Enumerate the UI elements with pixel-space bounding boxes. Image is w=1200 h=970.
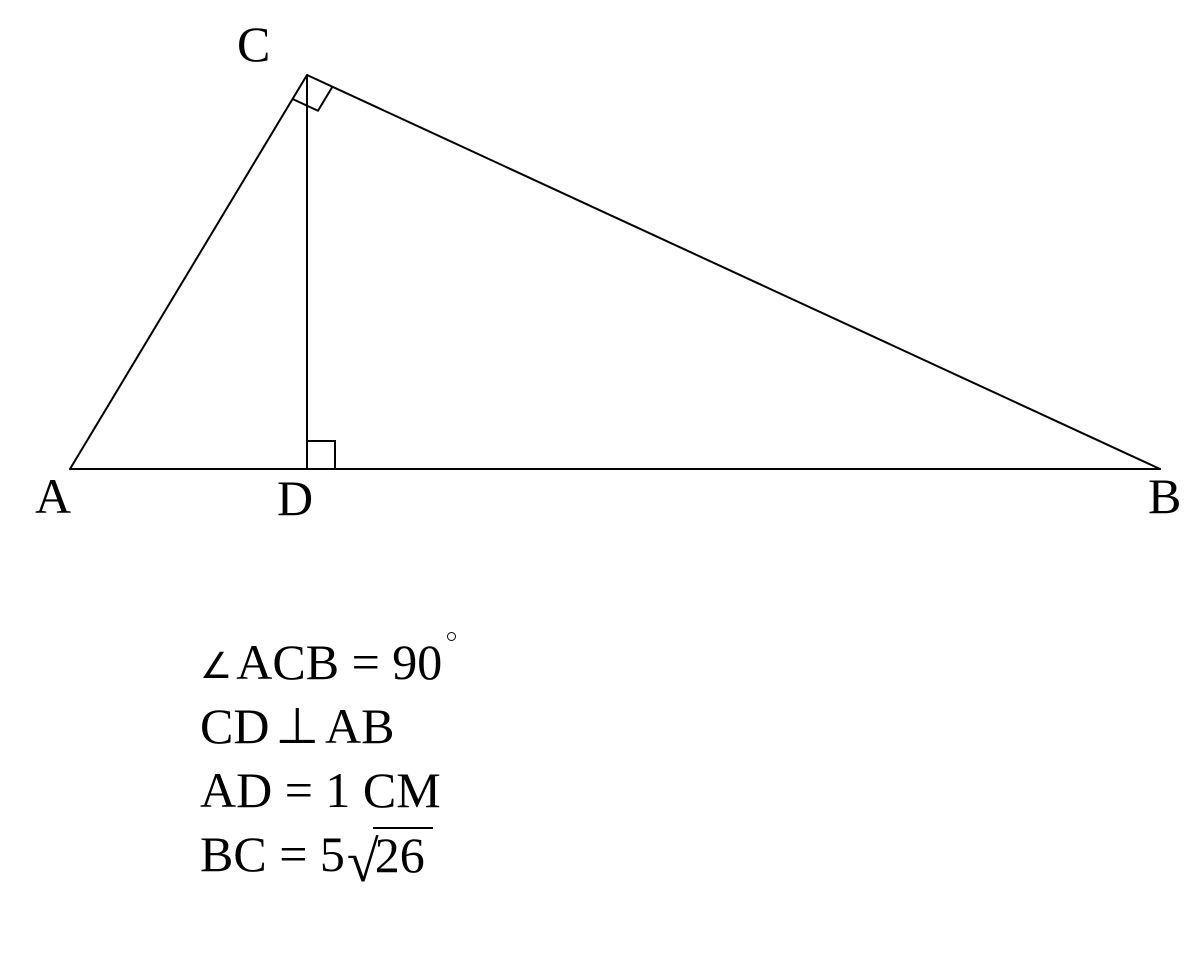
angle-value-wrap: 90 [392, 630, 442, 695]
equals: = [272, 758, 325, 823]
point-label-B: B [1148, 467, 1181, 525]
perpendicular-statement: CD ⊥ AB [200, 694, 442, 758]
triangle-diagram [0, 0, 1200, 560]
sqrt-icon: √ 26 [347, 827, 433, 882]
angle-statement: ∠ ACB = 90 [200, 630, 442, 694]
perp-right: AB [325, 694, 394, 759]
degree-symbol [447, 632, 456, 641]
radical-symbol: √ [347, 839, 379, 885]
angle-symbol: ∠ [200, 643, 232, 690]
angle-value: 90 [392, 634, 442, 690]
bc-statement: BC = 5 √ 26 [200, 822, 442, 886]
bc-label: BC [200, 822, 267, 887]
given-conditions: ∠ ACB = 90 CD ⊥ AB AD = 1 CM BC = 5 √ 26 [200, 630, 442, 886]
angle-name: ACB [236, 630, 339, 695]
ad-value: 1 CM [325, 758, 440, 823]
bc-radicand: 26 [373, 827, 433, 882]
point-label-A: A [35, 467, 71, 525]
point-label-C: C [237, 15, 270, 73]
ad-statement: AD = 1 CM [200, 758, 442, 822]
point-label-D: D [277, 469, 313, 527]
equals: = [267, 822, 320, 887]
ad-label: AD [200, 758, 272, 823]
equals: = [339, 630, 392, 695]
bc-coef: 5 [320, 822, 345, 887]
perp-left: CD [200, 694, 269, 759]
perpendicular-symbol: ⊥ [275, 694, 319, 759]
